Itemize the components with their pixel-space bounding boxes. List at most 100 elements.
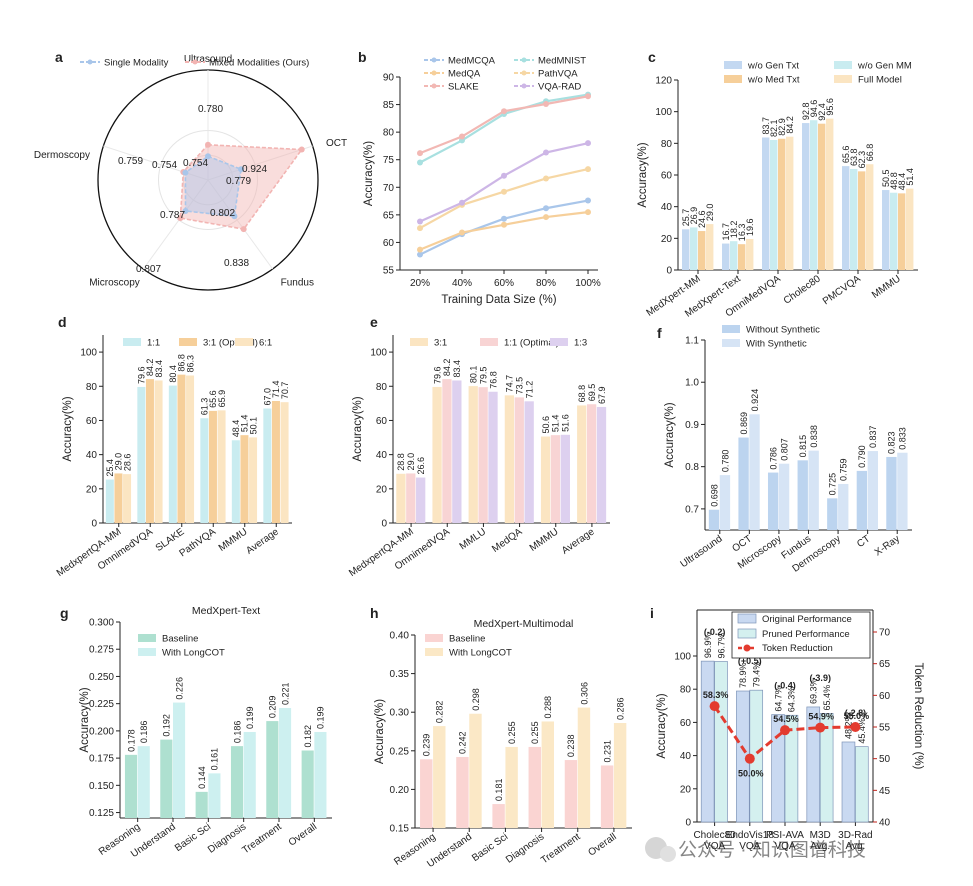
radar-point [182, 207, 189, 214]
bar [746, 238, 754, 270]
x-tick-label: Basic Sci [470, 831, 510, 864]
legend-label: w/o Gen Txt [747, 61, 799, 72]
bar-value-label: 25.7 [681, 209, 691, 227]
y-tick-label: 40 [376, 450, 388, 461]
bar-value-label: 63.8 [849, 148, 859, 166]
series-point [543, 205, 549, 212]
series-point [417, 218, 423, 225]
legend-swatch [123, 338, 141, 346]
bar-value-label: 0.815 [798, 435, 808, 458]
bar [866, 164, 874, 270]
y-tick-label: 0.225 [89, 699, 114, 710]
radar-series-area [179, 143, 304, 230]
bar [596, 406, 607, 523]
panel-label: g [60, 605, 69, 621]
legend-swatch-marker [521, 70, 527, 76]
x-tick-label: MMLU [458, 526, 488, 552]
x-tick-label: VQA [739, 841, 760, 852]
radar-point [238, 166, 245, 173]
bar [396, 473, 406, 523]
bar [168, 385, 177, 523]
legend-label: SLAKE [448, 82, 479, 93]
bar-value-label: 79.6 [432, 366, 442, 384]
bar [797, 460, 808, 530]
y-tick-label: 0 [666, 266, 672, 277]
bar [867, 451, 878, 530]
bar-value-label: 51.6 [561, 414, 571, 432]
series-point [459, 199, 465, 206]
bar-value-label: 83.4 [154, 360, 164, 378]
series-point [543, 214, 549, 221]
bar [137, 746, 150, 818]
bar-value-label: 64.7% [773, 686, 783, 712]
bar [690, 227, 698, 270]
bar-value-label: 28.8 [396, 453, 406, 471]
bar [468, 386, 478, 523]
bar [195, 791, 208, 818]
legend-swatch [737, 613, 757, 624]
radar-value-label: 0.787 [160, 210, 185, 221]
bar [749, 414, 760, 530]
bar-value-label: 65.9 [217, 390, 227, 408]
bar-value-label: 0.286 [615, 697, 625, 720]
bar-value-label: 0.144 [197, 766, 207, 789]
delta-label: (-2.8) [845, 708, 867, 718]
bar-value-label: 0.161 [210, 748, 220, 771]
legend-label: MedMCQA [448, 56, 496, 67]
bar-value-label: 51.4 [551, 415, 561, 433]
bar [856, 470, 868, 530]
bar [505, 746, 518, 828]
bar-value-label: 18.2 [729, 221, 739, 239]
bar [488, 391, 498, 523]
bar-value-label: 96.7% [716, 633, 726, 659]
delta-label: (-0.4) [774, 681, 796, 691]
series-point [585, 166, 591, 173]
token-reduction-point [815, 722, 826, 733]
bar [230, 746, 244, 818]
x-tick-label: Avg. [845, 841, 865, 852]
y-tick-label: 85 [383, 100, 395, 111]
bar [786, 136, 794, 270]
bar [841, 741, 856, 823]
series-point [585, 197, 591, 204]
bar-value-label: 0.242 [458, 731, 468, 754]
legend-swatch [425, 648, 443, 656]
bar-value-label: 48.4 [231, 420, 241, 438]
y-tick-label: 0.250 [89, 672, 114, 683]
radar-spoke [142, 179, 209, 270]
series-point [417, 159, 423, 166]
bar [154, 380, 163, 523]
radar-axis-label: Ultrasound [184, 54, 232, 65]
series-point [417, 246, 423, 253]
delta-label: (-0.2) [704, 627, 726, 637]
legend-swatch [235, 338, 253, 346]
bar-value-label: 0.192 [162, 714, 172, 737]
y-axis-label: Accuracy(%) [664, 402, 676, 467]
bar [586, 404, 597, 523]
legend-swatch [179, 338, 197, 346]
y-tick-label: 0.9 [685, 420, 699, 431]
y-tick-label: 60 [680, 718, 692, 729]
bar [266, 721, 279, 818]
bar [560, 434, 570, 523]
x-tick-label: PMCVQA [821, 273, 863, 307]
legend-label: 6:1 [259, 338, 272, 349]
legend-label: Full Model [858, 75, 902, 86]
series-point [501, 221, 507, 228]
bar-value-label: 86.3 [185, 355, 195, 373]
legend-label: With LongCOT [162, 648, 225, 659]
bar-value-label: 84.2 [785, 116, 795, 134]
panel-label: h [370, 605, 379, 621]
chart-title: MedXpert-Text [192, 605, 260, 617]
legend-swatch-marker [431, 57, 437, 63]
x-axis-label: Training Data Size (%) [441, 294, 556, 306]
legend-swatch [724, 61, 742, 69]
y-tick-label: 75 [383, 155, 395, 166]
y-tick-label: 80 [680, 685, 692, 696]
bar [243, 731, 256, 818]
y-tick-label: 0 [685, 818, 691, 829]
bar-value-label: 64.3% [787, 687, 797, 713]
y-tick-label: 80 [383, 128, 395, 139]
bar-value-label: 71.4 [271, 380, 281, 398]
